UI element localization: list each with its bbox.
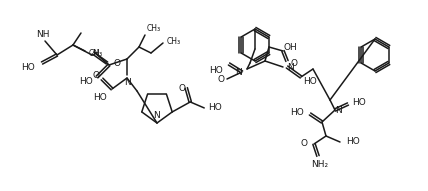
Text: N: N [154,111,160,120]
Text: O: O [113,58,120,67]
Text: N: N [92,49,98,57]
Text: CH₃: CH₃ [147,24,161,33]
Text: O: O [291,58,298,67]
Text: O: O [179,84,186,93]
Text: N: N [124,78,131,87]
Text: N: N [335,105,342,114]
Text: HO: HO [352,97,366,107]
Text: HO: HO [208,104,222,112]
Text: O: O [301,139,308,148]
Text: HO: HO [93,93,107,102]
Text: HO: HO [21,62,35,71]
Text: NH: NH [36,30,50,39]
Text: O: O [92,70,99,79]
Text: N: N [235,67,242,77]
Text: NH₂: NH₂ [312,160,329,169]
Text: HO: HO [303,77,317,86]
Text: HO: HO [346,138,360,146]
Text: HO: HO [290,108,304,117]
Text: O: O [218,74,225,83]
Text: HO: HO [209,66,223,74]
Text: CH₃: CH₃ [89,49,103,57]
Text: N: N [287,62,294,71]
Text: CH₃: CH₃ [167,36,181,45]
Text: OH: OH [284,43,298,52]
Text: HO: HO [79,77,93,86]
